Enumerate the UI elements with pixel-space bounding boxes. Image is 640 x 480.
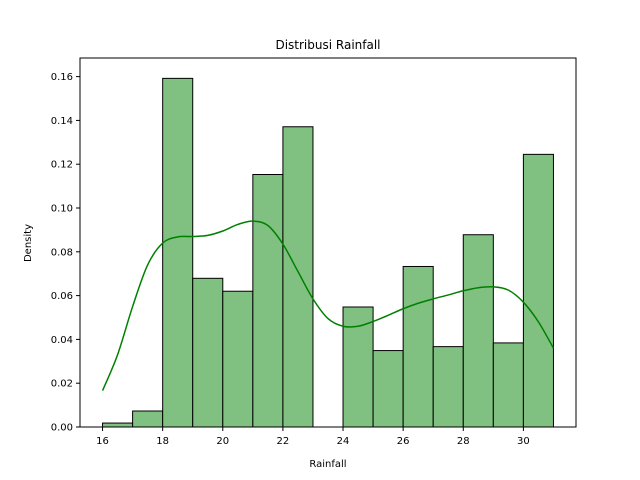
x-tick-label: 26: [397, 436, 410, 447]
x-axis-label: Rainfall: [309, 459, 346, 470]
x-tick-label: 20: [216, 436, 229, 447]
histogram-bar: [432, 346, 464, 428]
plot-frame: [79, 57, 577, 428]
kde-layer: [101, 220, 555, 391]
y-tick-label: 0.16: [51, 72, 73, 83]
x-tick-label: 16: [96, 436, 109, 447]
histogram-bar: [372, 350, 404, 428]
histogram-bar: [222, 290, 254, 428]
histogram-bar: [162, 77, 194, 428]
histogram-bar: [462, 234, 494, 428]
x-tick-label: 22: [277, 436, 290, 447]
y-axis-label: Density: [23, 224, 34, 262]
y-tick-label: 0.14: [51, 116, 73, 127]
histogram-bar: [252, 174, 284, 428]
x-axis-ticks: 16 18 20 22 24 26 28 30: [96, 427, 530, 447]
y-axis-ticks: 0.00 0.02 0.04 0.06 0.08 0.10 0.12 0.14 0.16: [51, 72, 80, 434]
kde-curve: [101, 220, 555, 391]
y-tick-label: 0.12: [51, 160, 73, 171]
histogram-bar: [402, 265, 434, 428]
y-tick-label: 0.00: [51, 423, 73, 434]
y-tick-label: 0.04: [51, 335, 73, 346]
histogram-bar: [522, 153, 554, 428]
y-tick-label: 0.06: [51, 291, 73, 302]
histogram-bar: [192, 277, 224, 428]
histogram-bar: [102, 422, 134, 428]
x-tick-label: 24: [337, 436, 350, 447]
y-tick-label: 0.10: [51, 204, 73, 215]
x-tick-label: 18: [156, 436, 169, 447]
histogram-bar: [492, 342, 524, 428]
y-tick-label: 0.08: [51, 247, 73, 258]
histogram-bars: [102, 77, 554, 428]
histogram-bar: [342, 306, 374, 428]
y-tick-label: 0.02: [51, 379, 73, 390]
chart-title: Distribusi Rainfall: [275, 38, 380, 52]
histogram-bar: [132, 410, 164, 428]
x-tick-label: 28: [457, 436, 470, 447]
histogram-bar: [282, 126, 314, 428]
x-tick-label: 30: [517, 436, 530, 447]
